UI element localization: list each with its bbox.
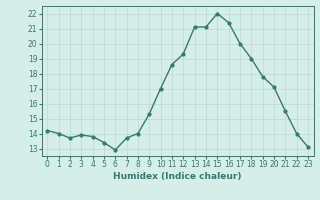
X-axis label: Humidex (Indice chaleur): Humidex (Indice chaleur) bbox=[113, 172, 242, 181]
